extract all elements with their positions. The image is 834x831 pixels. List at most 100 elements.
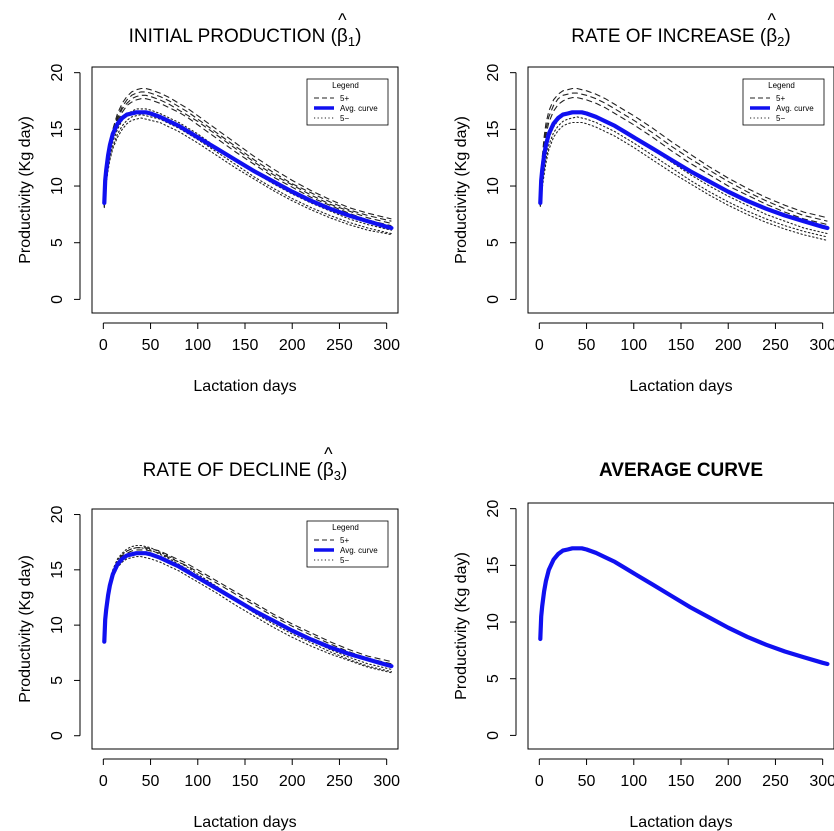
chart-title-part: AVERAGE CURVE (599, 460, 763, 481)
series-group (538, 87, 830, 241)
y-tick-label: 15 (485, 120, 502, 138)
y-axis-label: Productivity (Kg day) (453, 116, 470, 264)
y-tick-label: 5 (49, 238, 66, 247)
chart-title: RATE OF DECLINE (β3) (143, 460, 348, 483)
legend-entry-label: 5+ (776, 94, 785, 103)
legend-entry-label: Avg. curve (340, 546, 378, 555)
chart-panel-2: RATE OF INCREASE (β2) 0 50 100 150 200 250 300 0… (453, 10, 834, 395)
y-tick-label: 20 (49, 64, 66, 82)
x-tick-label: 50 (578, 337, 596, 354)
x-tick-label: 50 (142, 337, 160, 354)
avg-curve-line (538, 546, 830, 667)
x-tick-label: 0 (535, 337, 544, 354)
x-tick-label: 100 (184, 337, 211, 354)
legend-title: Legend (768, 81, 795, 90)
y-tick-label: 15 (49, 561, 66, 579)
y-axis-label: Productivity (Kg day) (453, 552, 470, 700)
plot-frame (91, 508, 399, 750)
y-axis-label: Productivity (Kg day) (17, 116, 34, 264)
legend-title: Legend (332, 523, 359, 532)
x-tick-label: 300 (809, 337, 834, 354)
title-hat-mark: ^ (768, 10, 777, 30)
chart-title-part: β (337, 26, 348, 47)
plot-frame (527, 66, 834, 314)
x-tick-label: 150 (668, 337, 695, 354)
x-tick-label: 50 (578, 773, 596, 790)
x-tick-label: 200 (715, 773, 742, 790)
chart-title: INITIAL PRODUCTION (β1) (129, 26, 362, 49)
reference-curve-line (539, 87, 828, 219)
reference-curve-line (539, 97, 828, 226)
y-tick-label: 10 (49, 616, 66, 634)
x-tick-label: 0 (99, 337, 108, 354)
chart-panel-3: RATE OF DECLINE (β3) 0 50 100 150 200 250 300 0 5… (17, 444, 400, 831)
y-tick-label: 0 (485, 295, 502, 304)
x-axis-label: Lactation days (193, 378, 296, 395)
reference-curve-line (103, 108, 392, 231)
x-tick-label: 250 (762, 773, 789, 790)
chart-title-part: β (323, 460, 334, 481)
title-hat-mark: ^ (324, 444, 333, 464)
reference-curve-line (103, 87, 392, 220)
reference-curve-line (103, 114, 392, 235)
legend-box (306, 520, 389, 568)
chart-title-part: RATE OF INCREASE ( (571, 26, 767, 47)
reference-curve-line (103, 117, 392, 236)
y-tick-label: 20 (49, 506, 66, 524)
x-axis-label: Lactation days (629, 378, 732, 395)
chart-title-part: INITIAL PRODUCTION ( (129, 26, 338, 47)
x-tick-label: 200 (715, 337, 742, 354)
x-axis-label: Lactation days (629, 814, 732, 831)
legend-entry-label: 5− (776, 114, 785, 123)
y-tick-label: 0 (49, 295, 66, 304)
y-tick-label: 5 (485, 674, 502, 683)
series-group (102, 544, 394, 674)
x-tick-label: 150 (232, 337, 259, 354)
y-tick-label: 0 (485, 731, 502, 740)
chart-title-part: ) (355, 26, 361, 47)
x-tick-label: 300 (373, 773, 400, 790)
legend-title: Legend (332, 81, 359, 90)
x-tick-label: 100 (620, 337, 647, 354)
reference-curve-line (539, 92, 828, 222)
x-tick-label: 0 (535, 773, 544, 790)
legend-entry-label: Avg. curve (776, 104, 814, 113)
y-tick-label: 5 (485, 238, 502, 247)
title-hat-mark: ^ (338, 10, 347, 30)
x-tick-label: 250 (762, 337, 789, 354)
y-tick-label: 5 (49, 676, 66, 685)
chart-title-part: 2 (777, 34, 784, 49)
y-tick-label: 10 (49, 177, 66, 195)
chart-title-part: ) (341, 460, 347, 481)
y-tick-label: 15 (485, 556, 502, 574)
avg-curve-line (102, 110, 394, 231)
y-tick-label: 0 (49, 731, 66, 740)
avg-curve-line (538, 110, 830, 231)
chart-title: AVERAGE CURVE (599, 460, 763, 481)
x-tick-label: 200 (279, 773, 306, 790)
legend-box (742, 78, 825, 126)
chart-title-part: β (766, 26, 777, 47)
x-tick-label: 250 (326, 337, 353, 354)
chart-panel-4: AVERAGE CURVE 0 50 100 150 200 250 300 0 5 10 15 20 L… (453, 460, 834, 831)
legend-entry-label: 5+ (340, 94, 349, 103)
series-group (102, 87, 394, 236)
chart-panel-1: INITIAL PRODUCTION (β1)0 50 100 150 200 250 30… (17, 10, 400, 395)
x-tick-label: 0 (99, 773, 108, 790)
chart-title-part: 3 (334, 468, 341, 483)
y-tick-label: 10 (485, 177, 502, 195)
chart-title: RATE OF INCREASE (β2) (571, 26, 790, 49)
x-tick-label: 300 (809, 773, 834, 790)
x-axis-label: Lactation days (193, 814, 296, 831)
y-axis-label: Productivity (Kg day) (17, 555, 34, 703)
legend-entry-label: 5− (340, 556, 349, 565)
chart-title-part: RATE OF DECLINE ( (143, 460, 324, 481)
y-tick-label: 15 (49, 120, 66, 138)
legend-entry-label: 5− (340, 114, 349, 123)
x-tick-label: 100 (184, 773, 211, 790)
reference-curve-line (539, 121, 828, 241)
